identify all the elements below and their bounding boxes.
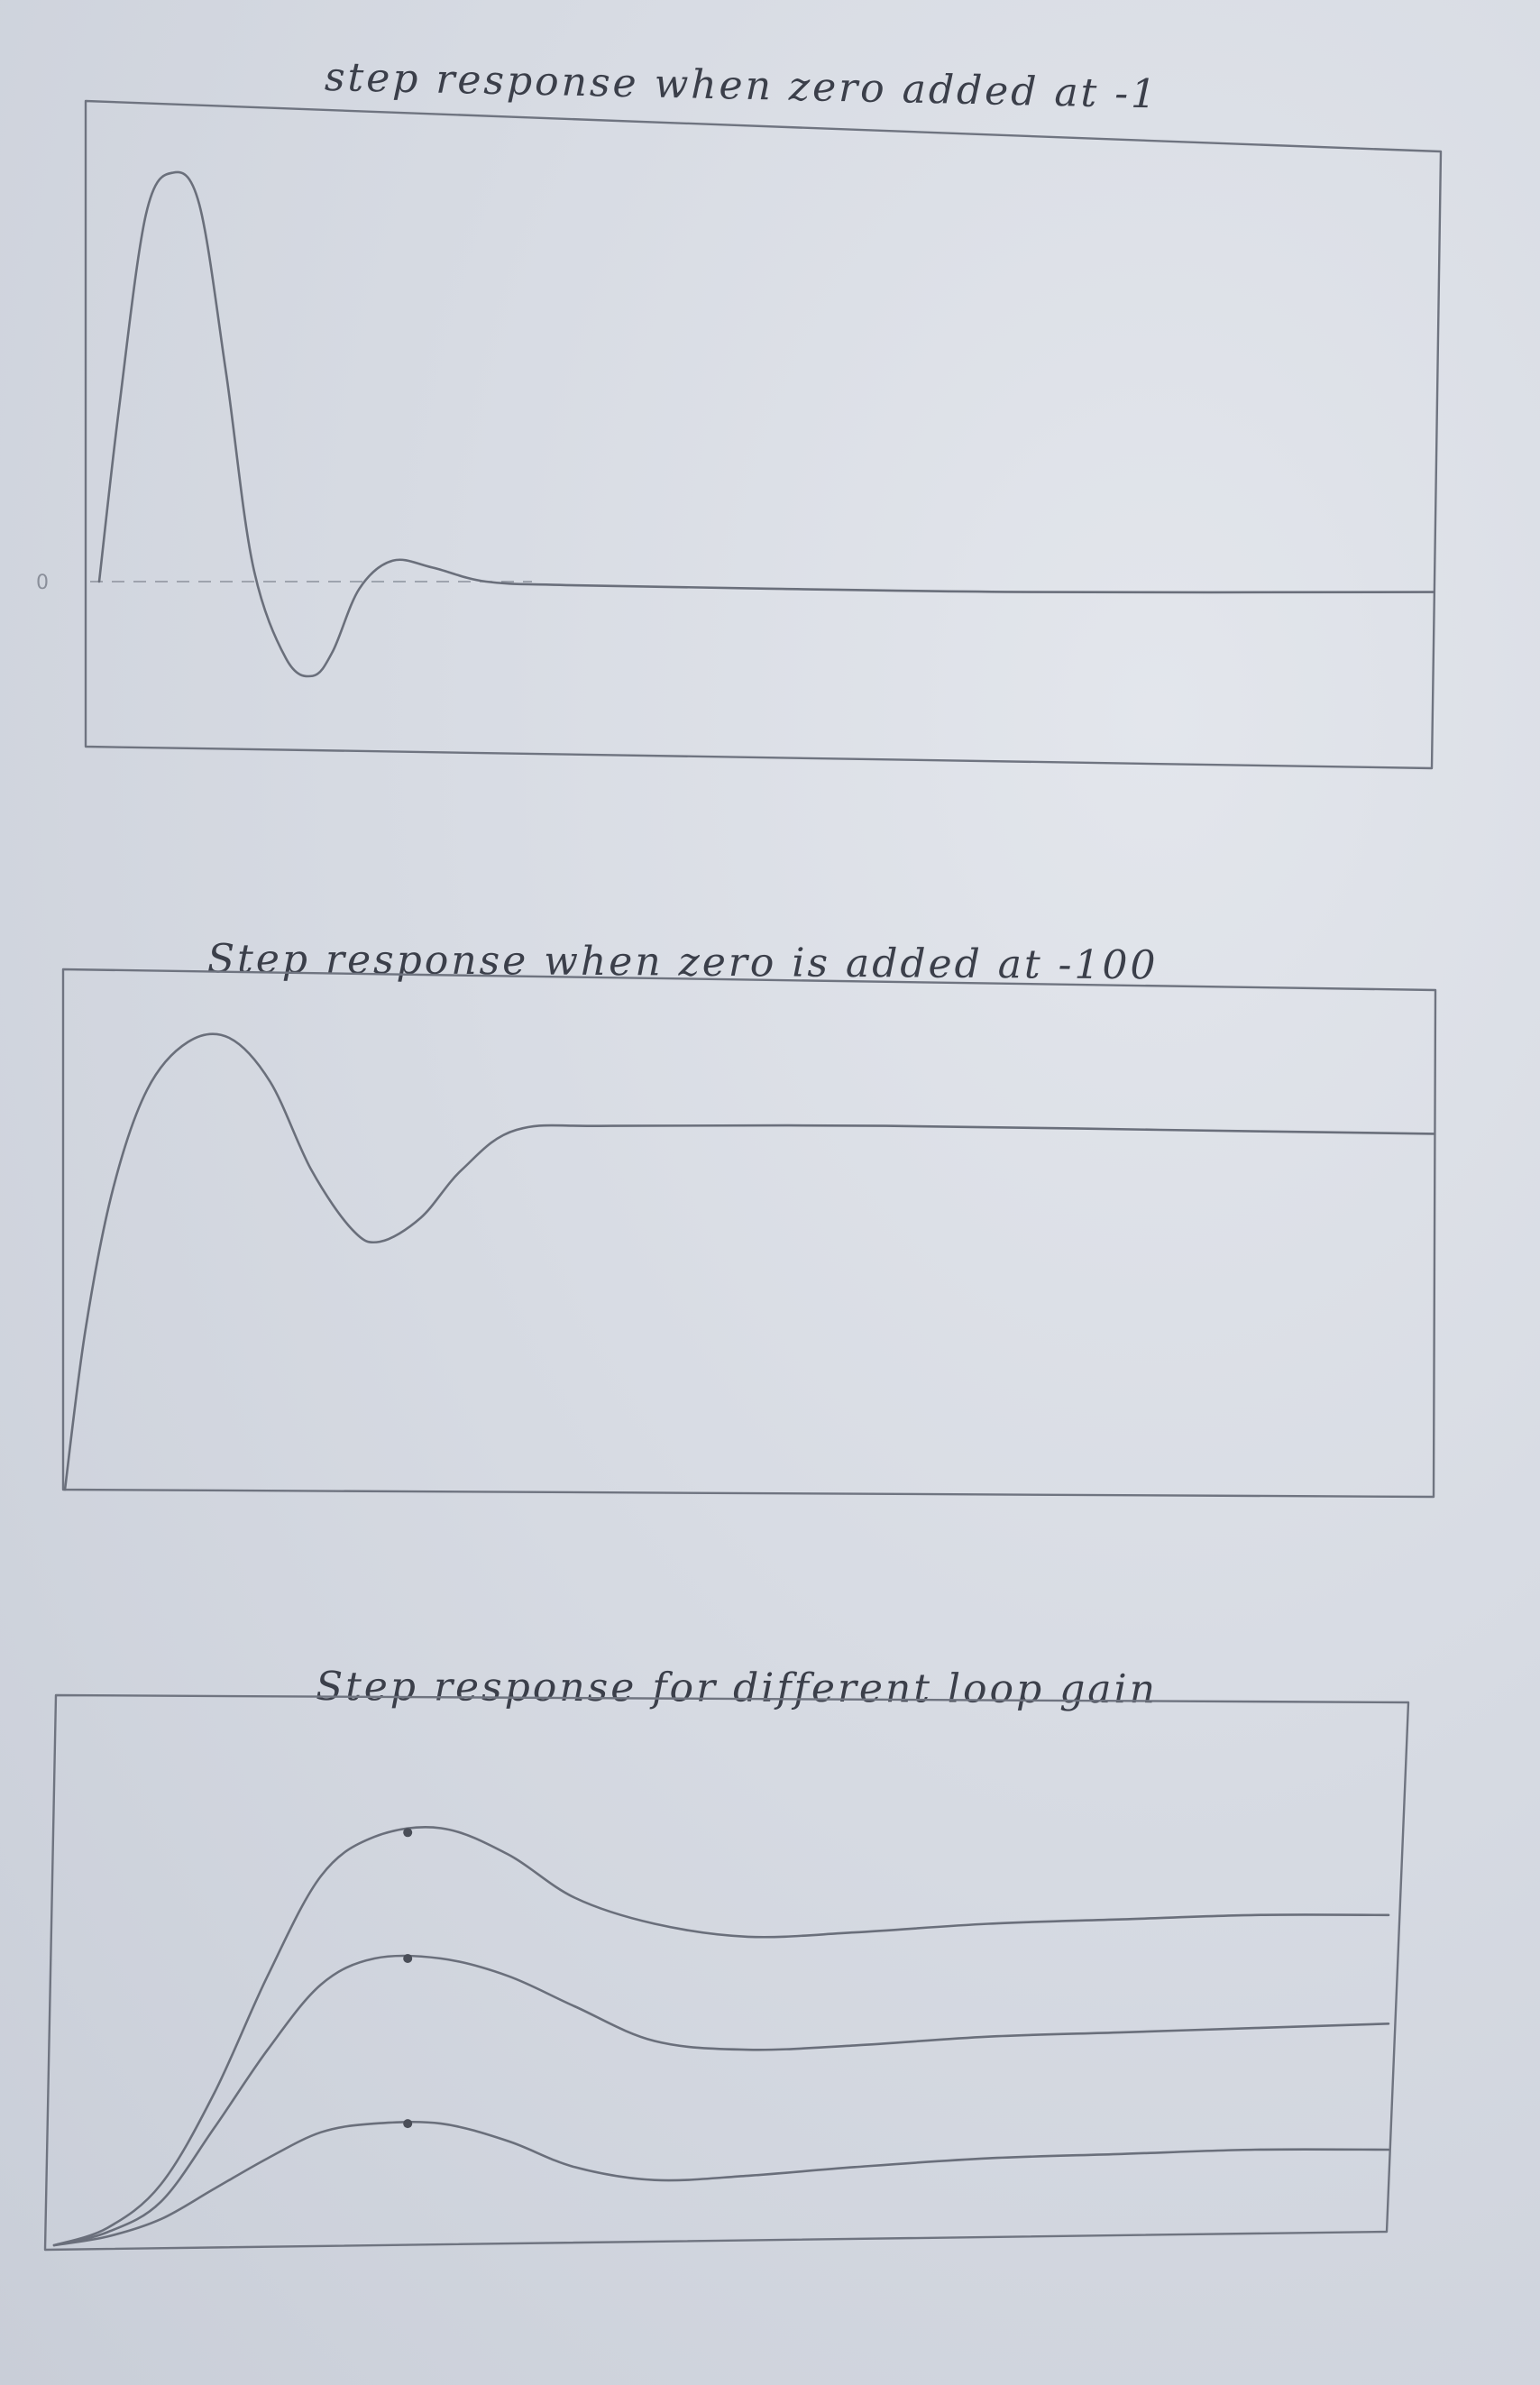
chart-3-series-low-gain — [52, 2120, 1390, 2247]
chart-1: 0 — [36, 99, 1443, 770]
chart-3 — [43, 1693, 1410, 2252]
chart-2-frame — [61, 968, 1437, 1499]
chart-3-frame — [43, 1693, 1410, 2252]
chart-3-series-medium-gain — [52, 1954, 1390, 2247]
chart-3-peak-marker-high-gain — [403, 1828, 413, 1838]
chart-3-peak-marker-medium-gain — [403, 1954, 413, 1963]
chart-3-series-high-gain — [52, 1826, 1390, 2247]
chart-1-series-response — [97, 170, 1435, 678]
chart-3-peak-marker-low-gain — [403, 2119, 413, 2129]
chart-1-y-tick-zero: 0 — [36, 572, 49, 594]
chart-1-frame — [84, 99, 1443, 770]
chart-2-series-response — [63, 1032, 1435, 1491]
chart-2 — [61, 968, 1437, 1499]
